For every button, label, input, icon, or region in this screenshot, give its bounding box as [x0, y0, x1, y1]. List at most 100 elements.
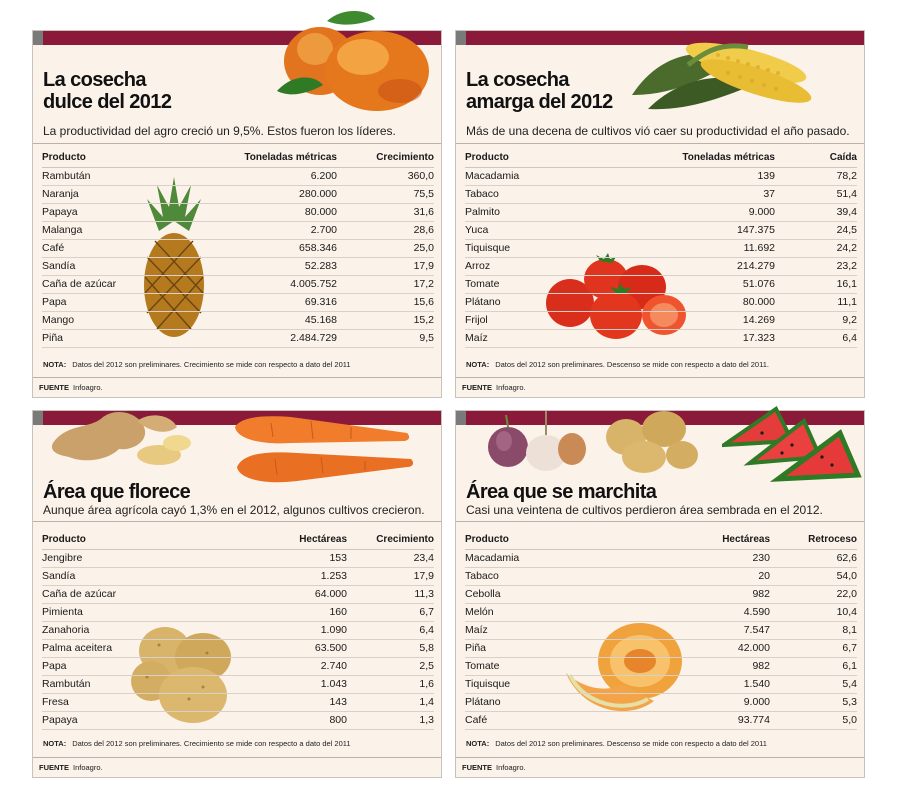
table-cell: Caña de azúcar: [42, 275, 177, 294]
column-header: Producto: [465, 533, 600, 550]
table-cell: 1.090: [177, 621, 347, 640]
data-table: Producto Toneladas métricas Crecimiento …: [42, 151, 434, 348]
table-cell: 24,2: [775, 239, 857, 258]
source-line: FUENTE Infoagro.: [456, 757, 864, 777]
table-cell: 24,5: [775, 221, 857, 240]
note-text: Datos del 2012 son preliminares. Crecimi…: [72, 739, 351, 748]
table-note: NOTA: Datos del 2012 son preliminares. De…: [466, 739, 856, 748]
table-cell: 6.200: [177, 167, 337, 186]
table-cell: 5,4: [770, 675, 857, 694]
table-cell: 5,8: [347, 639, 434, 658]
table-cell: 1,4: [347, 693, 434, 712]
table-cell: Papaya: [42, 711, 177, 730]
header-square: [33, 411, 43, 425]
table-cell: Café: [42, 239, 177, 258]
table-cell: 1.253: [177, 567, 347, 586]
table-note: NOTA: Datos del 2012 son preliminares. De…: [466, 360, 856, 369]
table-row: Café 93.774 5,0: [465, 711, 857, 730]
table-cell: 6,1: [770, 657, 857, 676]
table-row: Plátano 80.000 11,1: [465, 293, 857, 312]
table-row: Maíz 17.323 6,4: [465, 329, 857, 348]
table-cell: Jengibre: [42, 549, 177, 568]
table-row: Melón 4.590 10,4: [465, 603, 857, 622]
table-cell: 51.076: [600, 275, 775, 294]
table-row: Yuca 147.375 24,5: [465, 221, 857, 240]
table-row: Maíz 7.547 8,1: [465, 621, 857, 640]
source-text: Infoagro.: [73, 383, 103, 392]
column-header: Producto: [42, 533, 177, 550]
table-row: Piña 42.000 6,7: [465, 639, 857, 658]
table-cell: Mango: [42, 311, 177, 330]
table-cell: Fresa: [42, 693, 177, 712]
watermelon-illustration: [722, 406, 862, 482]
table-cell: Caña de azúcar: [42, 585, 177, 604]
table-cell: 31,6: [337, 203, 434, 222]
table-cell: 6,4: [347, 621, 434, 640]
divider: [456, 521, 864, 522]
column-header: Producto: [465, 151, 600, 168]
table-row: Papa 2.740 2,5: [42, 657, 434, 676]
panel-cosecha-amarga: La cosecha amarga del 2012 Más de una dec…: [455, 30, 865, 398]
note-text: Datos del 2012 son preliminares. Descens…: [495, 360, 769, 369]
table-row: Tomate 51.076 16,1: [465, 275, 857, 294]
source-line: FUENTE Infoagro.: [33, 757, 441, 777]
table-row: Plátano 9.000 5,3: [465, 693, 857, 712]
table-cell: 14.269: [600, 311, 775, 330]
table-row: Naranja 280.000 75,5: [42, 185, 434, 204]
table-cell: 143: [177, 693, 347, 712]
table-cell: 9.000: [600, 693, 770, 712]
table-cell: Rambután: [42, 675, 177, 694]
table-cell: 23,2: [775, 257, 857, 276]
table-cell: 17,2: [337, 275, 434, 294]
table-cell: 93.774: [600, 711, 770, 730]
table-cell: 11,1: [775, 293, 857, 312]
table-cell: 160: [177, 603, 347, 622]
table-cell: 5,3: [770, 693, 857, 712]
source-line: FUENTE Infoagro.: [33, 377, 441, 397]
column-header: Caída: [775, 151, 857, 168]
table-row: Macadamia 230 62,6: [465, 549, 857, 568]
table-cell: 69.316: [177, 293, 337, 312]
table-row: Fresa 143 1,4: [42, 693, 434, 712]
table-cell: 17.323: [600, 329, 775, 348]
table-row: Tiquisque 11.692 24,2: [465, 239, 857, 258]
table-cell: 9,5: [337, 329, 434, 348]
column-header: Hectáreas: [600, 533, 770, 550]
source-text: Infoagro.: [73, 763, 103, 772]
table-cell: Rambután: [42, 167, 177, 186]
table-row: Jengibre 153 23,4: [42, 549, 434, 568]
table-cell: Pimienta: [42, 603, 177, 622]
table-cell: 7.547: [600, 621, 770, 640]
table-cell: 4.005.752: [177, 275, 337, 294]
table-cell: 10,4: [770, 603, 857, 622]
table-cell: Papa: [42, 657, 177, 676]
table-cell: 1.540: [600, 675, 770, 694]
mango-illustration: [277, 10, 429, 111]
table-cell: 982: [600, 585, 770, 604]
table-cell: Malanga: [42, 221, 177, 240]
source-label: FUENTE: [462, 763, 492, 772]
source-label: FUENTE: [462, 383, 492, 392]
table-cell: 23,4: [347, 549, 434, 568]
table-cell: 9.000: [600, 203, 775, 222]
panel-subtitle: Aunque área agrícola cayó 1,3% en el 201…: [43, 503, 425, 517]
header-square: [456, 411, 466, 425]
source-text: Infoagro.: [496, 383, 526, 392]
note-text: Datos del 2012 son preliminares. Crecimi…: [72, 360, 351, 369]
table-cell: 78,2: [775, 167, 857, 186]
table-cell: 28,6: [337, 221, 434, 240]
column-header: Producto: [42, 151, 177, 168]
table-cell: 37: [600, 185, 775, 204]
table-cell: 6,7: [347, 603, 434, 622]
table-cell: Tiquisque: [465, 239, 600, 258]
panel-area-marchita: Área que se marchita Casi una veintena d…: [455, 406, 865, 778]
header-square: [456, 31, 466, 45]
table-cell: 139: [600, 167, 775, 186]
table-cell: Melón: [465, 603, 600, 622]
note-label: NOTA:: [466, 739, 490, 748]
table-cell: Macadamia: [465, 549, 600, 568]
table-cell: 1,3: [347, 711, 434, 730]
table-note: NOTA: Datos del 2012 son preliminares. Cr…: [43, 739, 433, 748]
table-cell: 800: [177, 711, 347, 730]
table-header-row: Producto Toneladas métricas Caída: [465, 151, 857, 168]
